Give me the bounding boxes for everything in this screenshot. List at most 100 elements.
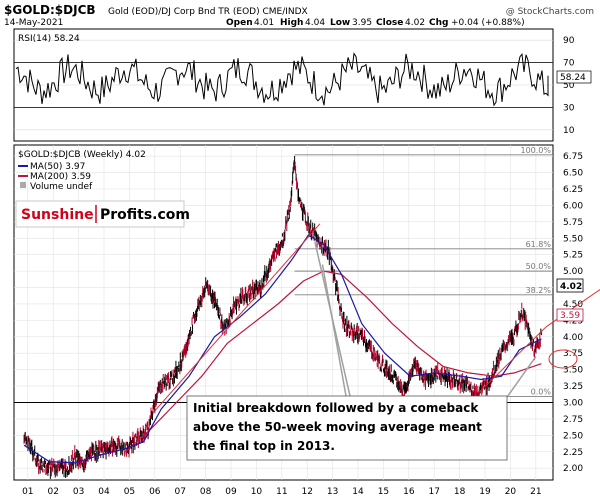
callout-lines (314, 241, 537, 401)
price-tick-label: 4.50 (563, 300, 583, 310)
x-tick-label: 18 (454, 487, 466, 497)
close-value: 4.02 (405, 18, 425, 28)
chg-label: Chg (429, 18, 448, 28)
price-tick-label: 3.50 (563, 366, 583, 376)
price-bars (23, 155, 542, 479)
ohlc-readout: Open 4.01 High 4.04 Low 3.95 Close 4.02 … (226, 18, 525, 28)
price-tick-label: 6.25 (563, 185, 583, 195)
price-tick-label: 2.50 (563, 431, 583, 441)
x-tick-label: 04 (98, 487, 110, 497)
callout-line-2021 (504, 356, 537, 401)
callout-line-comeback (321, 264, 347, 397)
open-value: 4.01 (254, 18, 274, 28)
price-tick-label: 5.50 (563, 234, 583, 244)
x-tick-label: 12 (301, 487, 312, 497)
rsi-tick-label: 90 (563, 36, 575, 46)
x-tick-label: 05 (124, 487, 135, 497)
x-tick-label: 02 (47, 487, 58, 497)
symbol-description: Gold (EOD)/DJ Corp Bnd TR (EOD) CME/INDX (108, 7, 308, 17)
low-value: 3.95 (352, 18, 372, 28)
price-tick-label: 3.75 (563, 349, 583, 359)
ma200-value-label: 3.59 (560, 311, 580, 321)
fibonacci-label: 100.0% (520, 146, 551, 155)
close-label: Close (376, 18, 403, 28)
rsi-tick-label: 10 (563, 126, 575, 136)
volume-legend-swatch (20, 182, 26, 188)
chart-date: 14-May-2021 (4, 18, 63, 28)
high-label: High (280, 18, 303, 28)
rsi-last-value-box (556, 70, 592, 84)
volume-legend-label: Volume undef (30, 182, 93, 192)
ma200-legend-label: MA(200) 3.59 (30, 172, 91, 182)
x-tick-label: 08 (200, 487, 212, 497)
price-tick-label: 2.25 (563, 448, 583, 458)
price-panel: 100.0% 61.8% 50.0% 38.2% 0.0% 2.00 2.25 2.50 2.… (13, 144, 600, 497)
sunshine-profits-logo: Sunshine Profits.com (15, 200, 190, 228)
x-tick-label: 01 (22, 487, 33, 497)
price-tick-label: 6.00 (563, 201, 583, 211)
ma200-value-box (556, 308, 584, 322)
price-tick-label: 5.25 (563, 251, 583, 261)
x-tick-label: 17 (429, 487, 440, 497)
trend-lines (153, 223, 600, 413)
last-price-label: 4.02 (560, 282, 582, 292)
x-tick-label: 09 (225, 487, 237, 497)
uptrend-line-2006-2012 (153, 223, 321, 413)
x-tick-label: 10 (251, 487, 263, 497)
ma50-line (23, 234, 542, 464)
x-tick-label: 16 (403, 487, 415, 497)
ma200-line (125, 270, 542, 453)
x-tick-label: 06 (149, 487, 161, 497)
price-tick-label: 2.00 (563, 464, 583, 474)
rsi-last-value: 58.24 (560, 73, 586, 83)
chg-value: +0.04 (+0.88%) (451, 18, 525, 28)
x-tick-label: 07 (174, 487, 185, 497)
fibonacci-label: 50.0% (526, 262, 552, 271)
rsi-series-line (15, 52, 549, 107)
last-price-box (556, 278, 584, 293)
uptrend-line-2019-2021 (478, 326, 547, 393)
price-legend: $GOLD:$DJCB (Weekly) 4.02 MA(50) 3.97 MA… (18, 150, 146, 192)
price-title: $GOLD:$DJCB (Weekly) 4.02 (18, 150, 146, 160)
x-tick-label: 19 (479, 487, 491, 497)
fibonacci-label: 0.0% (531, 388, 552, 397)
rsi-tick-labels: 10 30 50 70 90 (563, 36, 575, 136)
high-value: 4.04 (305, 18, 325, 28)
fibonacci-label: 38.2% (526, 286, 552, 295)
price-tick-label: 5.00 (563, 267, 583, 277)
level-300-circle (548, 349, 578, 369)
x-tick-label: 14 (352, 487, 364, 497)
symbol-title: $GOLD:$DJCB (4, 3, 96, 17)
x-tick-label: 13 (327, 487, 338, 497)
rsi-tick-label: 50 (563, 81, 575, 91)
logo-word-sunshine: Sunshine (21, 207, 94, 223)
price-tick-label: 2.75 (563, 415, 583, 425)
open-label: Open (226, 18, 253, 28)
annotation-text: Initial breakdown followed by a comeback… (193, 401, 486, 453)
price-tick-label: 4.00 (563, 333, 583, 343)
x-tick-label: 15 (378, 487, 389, 497)
ma50-legend-label: MA(50) 3.97 (30, 162, 85, 172)
annotation-box (186, 395, 508, 461)
price-tick-label: 6.75 (563, 152, 583, 162)
price-tick-label: 3.25 (563, 382, 583, 392)
price-tick-label: 5.75 (563, 218, 583, 228)
rsi-panel: 10 30 50 70 90 RSI(14) 58.24 58.24 (13, 28, 592, 142)
rsi-tick-label: 70 (563, 59, 575, 69)
x-tick-label: 03 (73, 487, 84, 497)
rsi-title: RSI(14) 58.24 (18, 34, 80, 44)
x-tick-label: 21 (530, 487, 541, 497)
uptrend-line-extension (545, 289, 600, 328)
fibonacci-label: 61.8% (526, 240, 552, 249)
x-tick-label: 20 (505, 487, 517, 497)
logo-word-profits: Profits.com (100, 207, 190, 223)
logo-box (15, 200, 185, 228)
low-label: Low (330, 18, 350, 28)
x-tick-labels: 01 02 03 04 05 06 07 08 09 10 11 12 13 14 15 16 17 18 19 20… (22, 487, 541, 497)
price-tick-label: 6.50 (563, 169, 583, 179)
x-tick-label: 11 (276, 487, 287, 497)
watermark: @ StockCharts.com (506, 7, 594, 17)
rsi-tick-label: 30 (563, 103, 575, 113)
